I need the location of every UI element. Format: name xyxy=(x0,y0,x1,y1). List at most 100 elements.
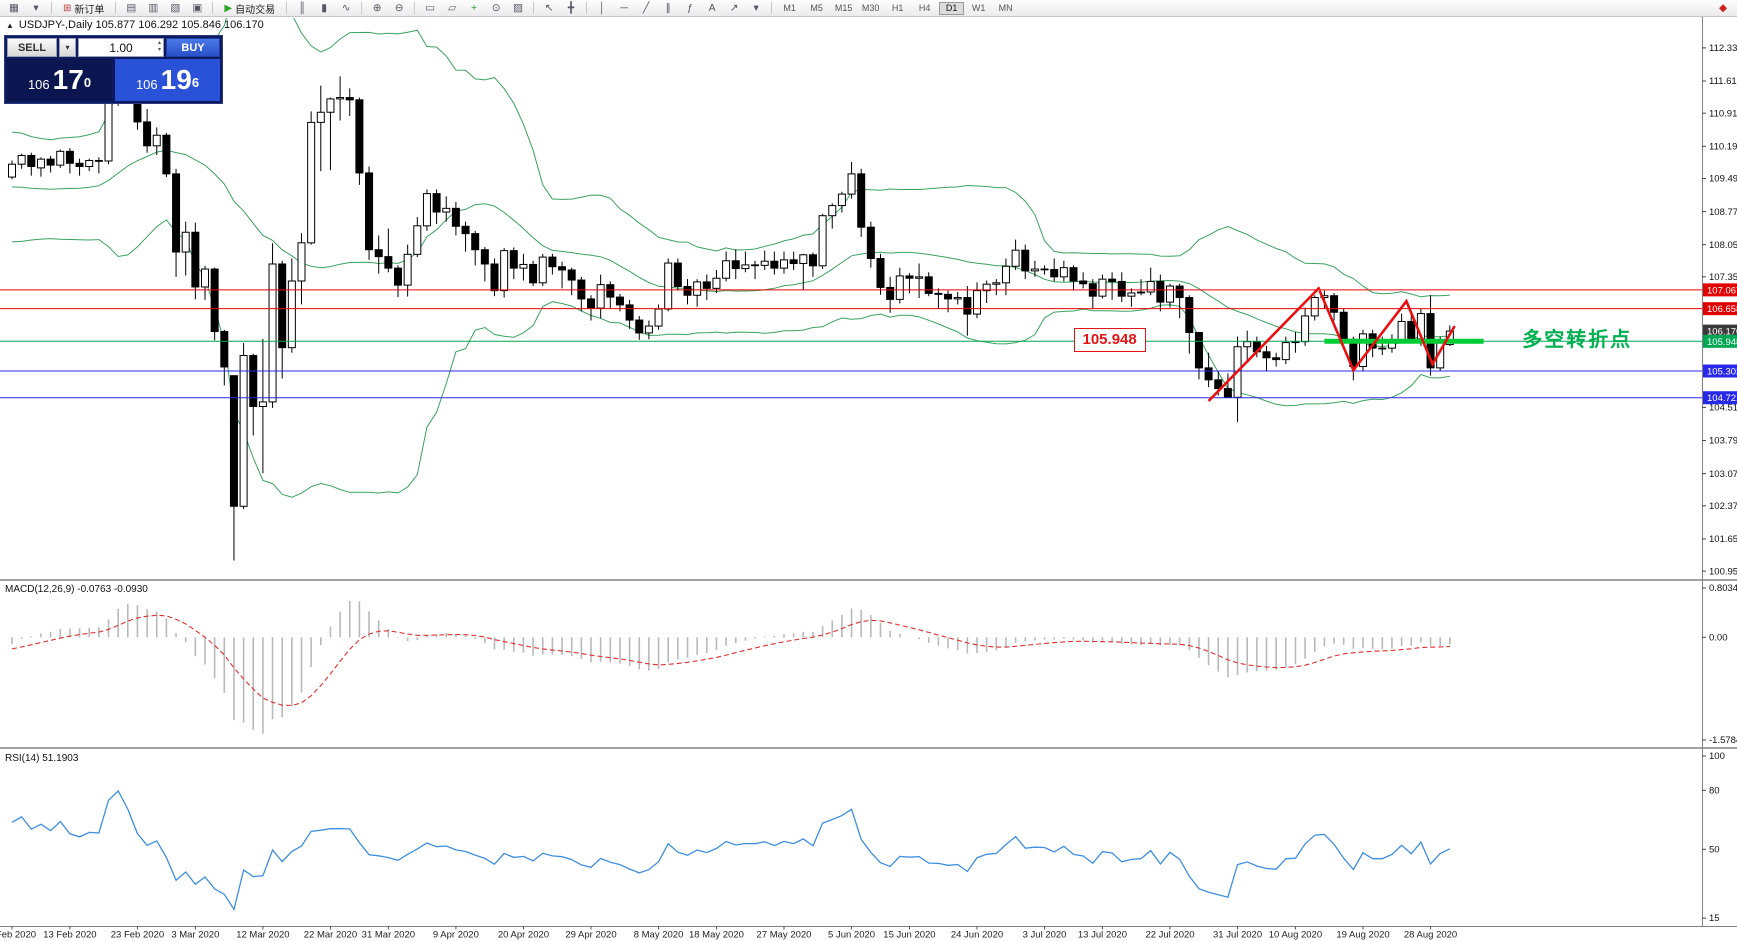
buy-price-display[interactable]: 106 19 6 xyxy=(115,59,220,101)
lot-size-field[interactable]: 1.00 ▴ ▾ xyxy=(78,38,164,57)
tile-windows-icon[interactable]: ▭ xyxy=(420,1,440,15)
timeframe-MN[interactable]: MN xyxy=(998,3,1013,13)
new-order-button[interactable]: ⊞ 新订单 xyxy=(57,1,110,16)
candlestick-chart-icon[interactable]: ▮ xyxy=(314,1,334,15)
svg-text:15 Jun 2020: 15 Jun 2020 xyxy=(883,930,935,941)
date-axis[interactable]: 5 Feb 2020 13 Feb 2020 23 Feb 2020 3 Mar 20… xyxy=(0,926,1457,941)
svg-text:5 Jun 2020: 5 Jun 2020 xyxy=(828,930,875,941)
timeframe-H4[interactable]: H4 xyxy=(918,3,931,13)
timeframe-M15[interactable]: M15 xyxy=(834,3,853,13)
svg-text:80: 80 xyxy=(1709,785,1720,796)
svg-text:110.190: 110.190 xyxy=(1709,141,1737,152)
svg-text:18 May 2020: 18 May 2020 xyxy=(689,930,744,941)
timeframe-D1[interactable]: D1 xyxy=(939,1,965,15)
templates-icon[interactable]: ▨ xyxy=(508,1,528,15)
zoom-in-icon[interactable]: ⊕ xyxy=(367,1,387,15)
svg-text:112.330: 112.330 xyxy=(1709,43,1737,54)
horizontal-line-icon[interactable]: ─ xyxy=(614,1,634,15)
order-settings-dropdown[interactable]: ▾ xyxy=(59,38,76,57)
equidistant-channel-icon[interactable]: ∥ xyxy=(658,1,678,15)
periods-icon[interactable]: ⊙ xyxy=(486,1,506,15)
sell-price-main: 106 xyxy=(27,77,50,92)
collapse-panel-icon[interactable]: ▲ xyxy=(6,20,14,30)
svg-text:104.721: 104.721 xyxy=(1707,393,1737,404)
terminal-icon-glyph: ▣ xyxy=(192,2,203,14)
zoom-out-icon-glyph: ⊖ xyxy=(394,2,404,14)
chart-window-icon[interactable]: ▦ xyxy=(4,1,24,15)
svg-text:107.350: 107.350 xyxy=(1709,272,1737,283)
navigator-icon[interactable]: ▧ xyxy=(165,1,185,15)
terminal-icon[interactable]: ▣ xyxy=(187,1,207,15)
equidistant-channel-icon-glyph: ∥ xyxy=(665,2,671,14)
text-label-icon[interactable]: A xyxy=(702,1,722,15)
cursor-icon-glyph: ↖ xyxy=(544,2,554,14)
fibonacci-icon-glyph: ƒ xyxy=(687,2,694,14)
sell-button[interactable]: SELL xyxy=(7,38,57,57)
timeframe-W1[interactable]: W1 xyxy=(971,3,986,13)
alert-indicator-icon[interactable]: ◆ xyxy=(1713,1,1733,15)
price-annotation-label[interactable]: 105.948 xyxy=(1073,328,1146,353)
auto-trading-button-label: 自动交易 xyxy=(235,4,276,16)
vertical-line-icon[interactable]: │ xyxy=(592,1,612,15)
candlestick-series xyxy=(8,52,1454,561)
crosshair-icon[interactable]: ╋ xyxy=(561,1,581,15)
arrow-tool-icon[interactable]: ↗ xyxy=(724,1,744,15)
add-indicator-icon-glyph: + xyxy=(471,2,478,14)
svg-text:24 Jun 2020: 24 Jun 2020 xyxy=(951,930,1003,941)
crosshair-icon-glyph: ╋ xyxy=(567,2,575,14)
zoom-out-icon[interactable]: ⊖ xyxy=(389,1,409,15)
svg-text:106.170: 106.170 xyxy=(1707,327,1737,338)
stepper-down-icon[interactable]: ▾ xyxy=(157,47,161,53)
buy-price-main: 106 xyxy=(135,77,158,92)
svg-text:3 Mar 2020: 3 Mar 2020 xyxy=(171,930,219,941)
svg-text:101.650: 101.650 xyxy=(1709,534,1737,545)
horizontal-level-lines[interactable] xyxy=(0,289,1702,399)
drawn-objects[interactable] xyxy=(1207,286,1484,402)
svg-text:5 Feb 2020: 5 Feb 2020 xyxy=(0,930,36,941)
add-indicator-icon[interactable]: + xyxy=(464,1,484,15)
svg-text:0.00: 0.00 xyxy=(1709,632,1728,643)
price-scale[interactable]: 112.330 111.610 110.910 110.190 109.490 108.7… xyxy=(1702,16,1737,926)
svg-text:12 Mar 2020: 12 Mar 2020 xyxy=(236,930,289,941)
timeframe-M30[interactable]: M30 xyxy=(861,3,880,13)
toolbar-separator xyxy=(771,2,773,14)
pivot-annotation-text[interactable]: 多空转折点 xyxy=(1522,329,1633,352)
buy-button[interactable]: BUY xyxy=(166,38,220,57)
data-window-icon-glyph: ▥ xyxy=(148,2,159,14)
svg-text:103.070: 103.070 xyxy=(1709,469,1737,480)
toolbar-separator xyxy=(361,2,363,14)
macd-indicator-label: MACD(12,26,9) -0.0763 -0.0930 xyxy=(5,584,148,595)
symbol-ohlc-header: ▲ USDJPY-,Daily 105.877 106.292 105.846 … xyxy=(6,19,264,31)
svg-text:15: 15 xyxy=(1709,913,1720,924)
svg-text:109.490: 109.490 xyxy=(1709,174,1737,185)
tile-windows-icon-glyph: ▭ xyxy=(425,2,436,14)
svg-text:19 Aug 2020: 19 Aug 2020 xyxy=(1336,930,1389,941)
data-window-icon[interactable]: ▥ xyxy=(143,1,163,15)
cursor-icon[interactable]: ↖ xyxy=(539,1,559,15)
sell-price-display[interactable]: 106 17 0 xyxy=(7,59,112,101)
svg-text:9 Apr 2020: 9 Apr 2020 xyxy=(433,930,479,941)
cascade-windows-icon[interactable]: ▱ xyxy=(442,1,462,15)
auto-trading-button[interactable]: ▶ 自动交易 xyxy=(218,1,281,16)
auto-trading-glyph: ▶ xyxy=(224,2,233,14)
stepper-up-icon[interactable]: ▴ xyxy=(157,40,161,46)
market-watch-icon[interactable]: ▤ xyxy=(121,1,141,15)
line-chart-icon[interactable]: ∿ xyxy=(336,1,356,15)
svg-text:102.370: 102.370 xyxy=(1709,501,1737,512)
lot-stepper[interactable]: ▴ ▾ xyxy=(158,40,161,54)
svg-text:50: 50 xyxy=(1709,844,1720,855)
bar-chart-icon[interactable]: ║ xyxy=(292,1,312,15)
arrow-tool-icon-glyph: ↗ xyxy=(729,2,739,14)
shapes-dropdown[interactable]: ▾ xyxy=(746,1,766,15)
svg-text:13 Jul 2020: 13 Jul 2020 xyxy=(1078,930,1127,941)
fibonacci-icon[interactable]: ƒ xyxy=(680,1,700,15)
trendline-icon[interactable]: ╱ xyxy=(636,1,656,15)
toolbar-separator xyxy=(286,2,288,14)
timeframe-M5[interactable]: M5 xyxy=(810,3,823,13)
timeframe-M1[interactable]: M1 xyxy=(783,3,796,13)
window-list-dropdown[interactable]: ▾ xyxy=(26,1,46,15)
svg-text:8 May 2020: 8 May 2020 xyxy=(634,930,684,941)
timeframe-H1[interactable]: H1 xyxy=(891,3,904,13)
